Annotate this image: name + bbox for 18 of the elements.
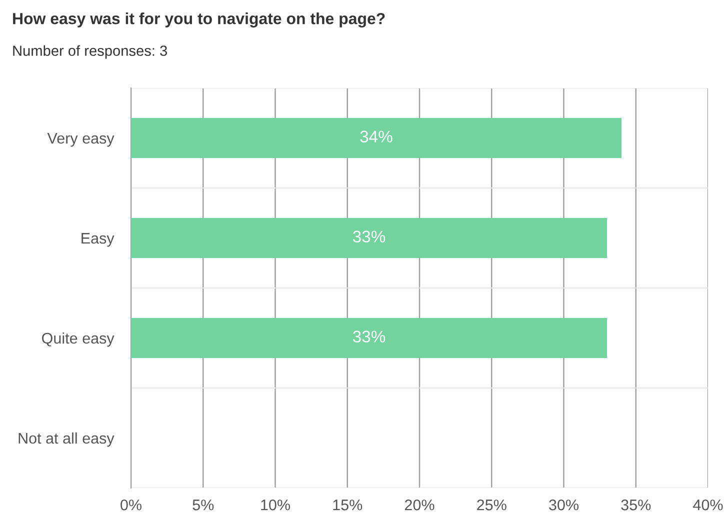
x-tick-label: 10%	[261, 500, 290, 510]
y-tick-label: Very easy	[47, 133, 114, 147]
x-tick-label: 25%	[477, 500, 506, 510]
y-tick-label: Not at all easy	[18, 432, 114, 447]
y-tick-label: Easy	[82, 233, 114, 247]
chart-title: How easy was it for you to navigate on the page?	[13, 12, 385, 28]
data-label: 33%	[352, 230, 386, 242]
x-tick-label: 40%	[693, 500, 723, 510]
data-label: 34%	[360, 130, 392, 142]
x-tick-label: 35%	[621, 500, 651, 510]
x-tick-label: 30%	[549, 500, 578, 510]
chart-subtitle: Number of responses: 3	[13, 45, 167, 59]
x-tick-label: 0%	[120, 500, 142, 510]
x-tick-label: 5%	[192, 500, 214, 510]
x-tick-label: 15%	[333, 500, 362, 510]
x-tick-label: 20%	[404, 500, 434, 510]
data-label: 33%	[352, 330, 386, 342]
y-tick-label: Quite easy	[42, 332, 114, 347]
